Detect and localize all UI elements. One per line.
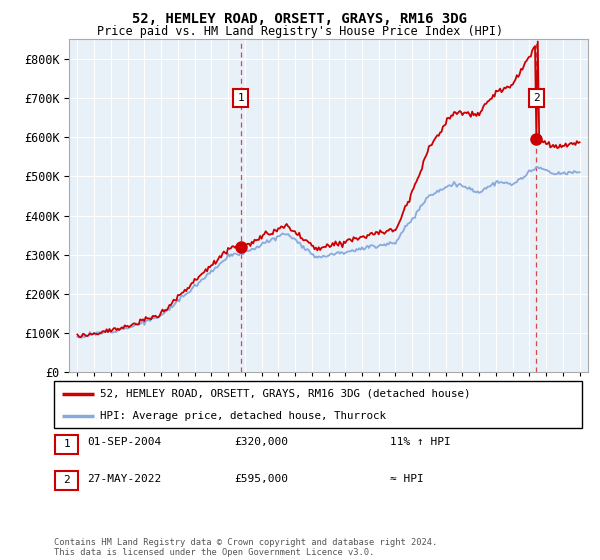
Text: Contains HM Land Registry data © Crown copyright and database right 2024.
This d: Contains HM Land Registry data © Crown c… — [54, 538, 437, 557]
Text: HPI: Average price, detached house, Thurrock: HPI: Average price, detached house, Thur… — [100, 410, 386, 421]
Text: 52, HEMLEY ROAD, ORSETT, GRAYS, RM16 3DG (detached house): 52, HEMLEY ROAD, ORSETT, GRAYS, RM16 3DG… — [100, 389, 471, 399]
Text: 2: 2 — [63, 475, 70, 486]
Text: 01-SEP-2004: 01-SEP-2004 — [87, 437, 161, 447]
FancyBboxPatch shape — [55, 435, 78, 454]
Text: £320,000: £320,000 — [234, 437, 288, 447]
FancyBboxPatch shape — [54, 381, 582, 428]
Text: 52, HEMLEY ROAD, ORSETT, GRAYS, RM16 3DG: 52, HEMLEY ROAD, ORSETT, GRAYS, RM16 3DG — [133, 12, 467, 26]
Text: 2: 2 — [533, 93, 539, 103]
Text: Price paid vs. HM Land Registry's House Price Index (HPI): Price paid vs. HM Land Registry's House … — [97, 25, 503, 38]
Text: £595,000: £595,000 — [234, 474, 288, 484]
Text: 1: 1 — [237, 93, 244, 103]
Text: 11% ↑ HPI: 11% ↑ HPI — [390, 437, 451, 447]
FancyBboxPatch shape — [55, 471, 78, 490]
Text: 27-MAY-2022: 27-MAY-2022 — [87, 474, 161, 484]
Text: 1: 1 — [63, 439, 70, 449]
Text: ≈ HPI: ≈ HPI — [390, 474, 424, 484]
